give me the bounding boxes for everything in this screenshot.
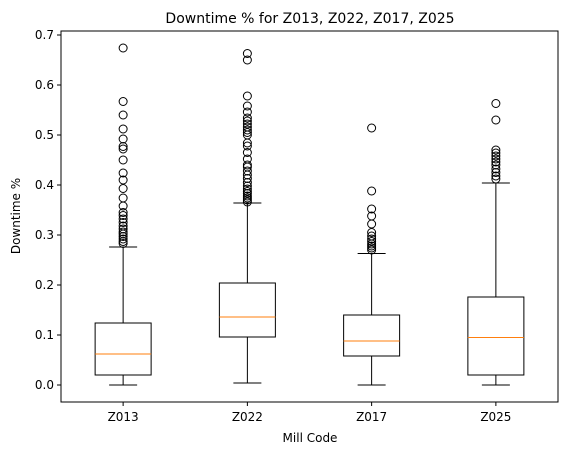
outlier-point xyxy=(242,113,252,123)
outlier-point xyxy=(367,211,377,221)
outlier-point xyxy=(367,237,377,246)
box-group-z013 xyxy=(94,43,152,386)
iqr-box xyxy=(218,282,276,338)
iqr-box xyxy=(467,296,525,376)
y-tick-label: 0.5 xyxy=(35,128,54,142)
y-tick-label: 0.6 xyxy=(35,78,54,92)
outlier-point xyxy=(118,211,128,220)
outlier-point xyxy=(242,141,252,151)
outlier-point xyxy=(118,97,128,106)
outlier-point xyxy=(367,186,377,196)
outlier-point xyxy=(118,234,128,244)
outlier-point xyxy=(242,116,252,126)
outlier-point xyxy=(242,107,252,117)
outlier-point xyxy=(242,154,252,164)
outlier-point xyxy=(491,157,501,167)
axes-frame xyxy=(60,30,559,403)
outlier-point xyxy=(242,148,252,157)
outlier-point xyxy=(491,99,501,108)
outlier-point xyxy=(242,160,252,170)
outlier-point xyxy=(367,234,377,244)
outlier-point xyxy=(118,175,128,185)
outlier-point xyxy=(242,125,252,135)
outlier-point xyxy=(491,148,501,158)
outlier-point xyxy=(242,184,252,194)
y-axis: 0.0 0.1 0.2 0.3 0.4 0.5 0.6 0.7 xyxy=(35,28,61,392)
box-group-z017 xyxy=(343,123,401,386)
outlier-point xyxy=(491,151,501,161)
x-tick-label: Z022 xyxy=(232,410,263,424)
outlier-point xyxy=(491,154,501,164)
outlier-point xyxy=(118,134,128,144)
y-tick-label: 0.0 xyxy=(35,378,54,392)
x-tick-label: Z017 xyxy=(356,410,387,424)
outlier-point xyxy=(242,101,252,111)
chart-title: Downtime % for Z013, Z022, Z017, Z025 xyxy=(165,11,454,27)
outlier-point xyxy=(491,164,501,174)
outlier-point xyxy=(118,193,128,203)
x-tick-label: Z013 xyxy=(108,410,139,424)
outlier-point xyxy=(242,119,252,129)
outlier-point xyxy=(242,166,252,176)
outlier-point xyxy=(118,208,128,217)
box-group-z022 xyxy=(218,49,276,384)
outlier-point xyxy=(242,49,252,58)
outlier-point xyxy=(118,221,128,231)
iqr-box xyxy=(94,322,152,376)
y-tick-label: 0.2 xyxy=(35,278,54,292)
box-group-z025 xyxy=(467,99,525,386)
outlier-point xyxy=(491,145,501,155)
x-tick-label: Z025 xyxy=(480,410,511,424)
outlier-point xyxy=(118,214,128,224)
outlier-point xyxy=(367,123,377,133)
outlier-point xyxy=(491,160,501,170)
outlier-point xyxy=(118,144,128,154)
x-axis-label: Mill Code xyxy=(283,431,338,445)
outlier-point xyxy=(118,110,128,120)
x-axis: Z013 Z022 Z017 Z025 xyxy=(108,402,511,424)
iqr-box xyxy=(343,314,401,357)
outlier-point xyxy=(491,115,501,125)
y-tick-label: 0.1 xyxy=(35,328,54,342)
outlier-point xyxy=(118,168,128,178)
outlier-point xyxy=(118,218,128,227)
outlier-point xyxy=(491,171,501,181)
outlier-point xyxy=(242,187,252,196)
plot-area xyxy=(94,43,525,386)
outlier-point xyxy=(367,204,377,214)
outlier-point xyxy=(491,174,501,184)
outlier-point xyxy=(118,43,128,53)
y-tick-label: 0.4 xyxy=(35,178,54,192)
y-axis-label: Downtime % xyxy=(9,178,23,254)
outlier-point xyxy=(367,231,377,241)
outlier-point xyxy=(118,124,128,134)
y-tick-label: 0.3 xyxy=(35,228,54,242)
outlier-point xyxy=(242,55,252,65)
outlier-point xyxy=(242,122,252,132)
outlier-point xyxy=(118,155,128,165)
outlier-point xyxy=(242,91,252,101)
outlier-point xyxy=(242,191,252,201)
outlier-point xyxy=(118,227,128,237)
y-tick-label: 0.7 xyxy=(35,28,54,42)
outlier-point xyxy=(118,224,128,234)
